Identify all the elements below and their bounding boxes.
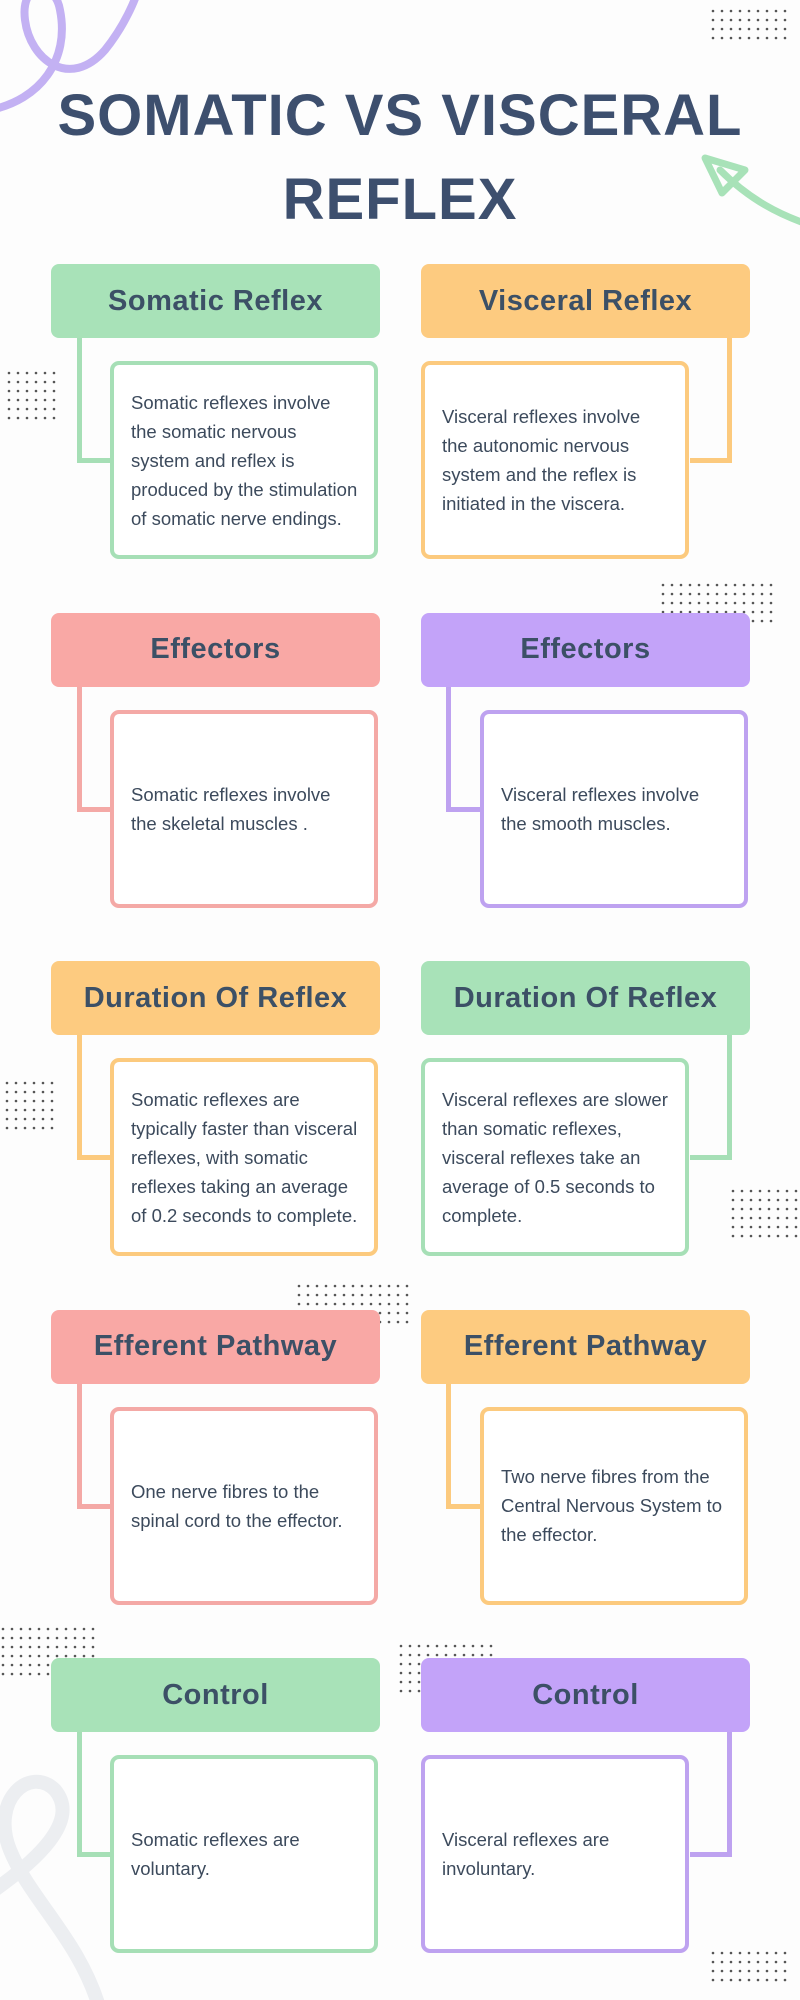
title-line-1: SOMATIC VS VISCERAL bbox=[57, 83, 743, 148]
left-heading-1: Somatic Reflex bbox=[51, 264, 380, 338]
connector-line bbox=[690, 1035, 732, 1160]
connector-line bbox=[77, 1383, 115, 1509]
right-heading-2: Effectors bbox=[421, 612, 750, 687]
green-arrow-head-decoration bbox=[701, 154, 749, 197]
left-heading-2: Effectors bbox=[51, 612, 380, 687]
connector-line bbox=[77, 1035, 115, 1160]
grey-loop-decoration bbox=[0, 1774, 105, 2000]
green-arrow-decoration bbox=[716, 166, 800, 226]
description-text: Somatic reflexes are voluntary. bbox=[131, 1829, 300, 1879]
left-heading-4: Efferent Pathway bbox=[51, 1309, 380, 1384]
description-text: Somatic reflexes are typically faster th… bbox=[131, 1088, 358, 1226]
description-text: Visceral reflexes involve the smooth mus… bbox=[501, 783, 700, 834]
left-description-box-3: Somatic reflexes are typically faster th… bbox=[110, 1058, 378, 1256]
left-heading-3: Duration Of Reflex bbox=[51, 961, 380, 1035]
left-description-box-2: Somatic reflexes involve the skeletal mu… bbox=[110, 709, 378, 908]
right-description-box-1: Visceral reflexes involve the autonomic … bbox=[421, 361, 689, 559]
purple-loop-decoration bbox=[0, 0, 139, 112]
right-heading-5: Control bbox=[421, 1658, 750, 1732]
connector-line bbox=[77, 686, 115, 812]
left-heading-5: Control bbox=[51, 1658, 380, 1732]
description-text: Somatic reflexes involve the skeletal mu… bbox=[131, 783, 331, 834]
connector-line bbox=[446, 1383, 487, 1509]
description-text: Visceral reflexes are involuntary. bbox=[442, 1829, 610, 1879]
right-description-box-5: Visceral reflexes are involuntary. bbox=[421, 1755, 689, 1953]
dot-grid-decoration bbox=[7, 371, 56, 420]
dot-grid-decoration bbox=[711, 9, 787, 40]
page-title: SOMATIC VS VISCERAL REFLEX bbox=[0, 74, 800, 242]
dot-grid-decoration bbox=[731, 1189, 798, 1238]
connector-line bbox=[690, 338, 732, 463]
dot-grid-decoration bbox=[5, 1081, 54, 1130]
right-heading-3: Duration Of Reflex bbox=[421, 961, 750, 1035]
right-description-box-2: Visceral reflexes involve the smooth mus… bbox=[480, 709, 748, 908]
connector-line bbox=[77, 1732, 115, 1857]
description-text: Visceral reflexes are slower than somati… bbox=[442, 1088, 668, 1226]
description-text: Visceral reflexes involve the autonomic … bbox=[442, 406, 641, 514]
description-text: One nerve fibres to the spinal cord to t… bbox=[131, 1480, 343, 1531]
title-line-2: REFLEX bbox=[282, 167, 518, 232]
right-heading-1: Visceral Reflex bbox=[421, 264, 750, 338]
description-text: Two nerve fibres from the Central Nervou… bbox=[501, 1466, 723, 1545]
connector-line bbox=[446, 686, 487, 812]
dot-grid-decoration bbox=[711, 1951, 787, 1982]
right-heading-4: Efferent Pathway bbox=[421, 1309, 750, 1384]
connector-line bbox=[690, 1732, 732, 1857]
left-description-box-4: One nerve fibres to the spinal cord to t… bbox=[110, 1406, 378, 1605]
right-description-box-3: Visceral reflexes are slower than somati… bbox=[421, 1058, 689, 1256]
description-text: Somatic reflexes involve the somatic ner… bbox=[131, 391, 358, 529]
right-description-box-4: Two nerve fibres from the Central Nervou… bbox=[480, 1406, 748, 1605]
connector-line bbox=[77, 338, 115, 463]
left-description-box-5: Somatic reflexes are voluntary. bbox=[110, 1755, 378, 1953]
left-description-box-1: Somatic reflexes involve the somatic ner… bbox=[110, 361, 378, 559]
